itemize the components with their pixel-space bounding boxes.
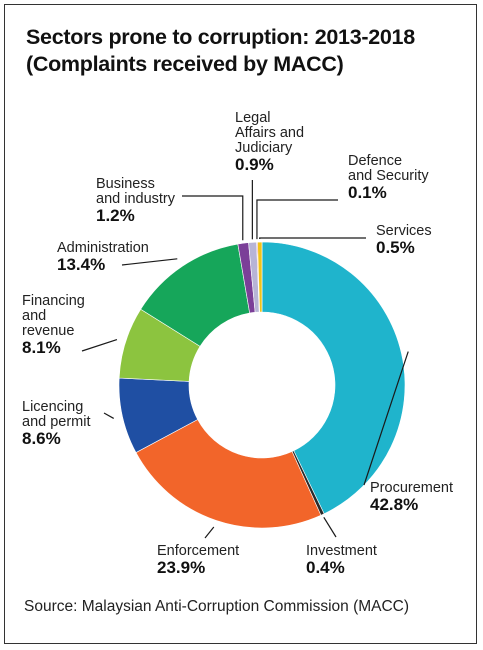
- slice-enforcement: [135, 419, 322, 529]
- label-procurement: Procurement: [370, 480, 453, 496]
- leader-line-financing-and-revenue: [81, 339, 118, 352]
- leader-line-business-and-industry: [182, 195, 244, 241]
- label-administration: Administration: [57, 240, 149, 256]
- slice-procurement: [261, 241, 406, 515]
- leader-line-services: [259, 237, 366, 240]
- value-enforcement: 23.9%: [157, 558, 205, 577]
- leader-lines: [81, 180, 409, 539]
- label-financing-and-revenue: Financing and revenue: [22, 293, 85, 339]
- value-administration: 13.4%: [57, 255, 105, 274]
- leader-line-defence-and-security: [256, 199, 338, 240]
- value-licencing-and-permit: 8.6%: [22, 429, 61, 448]
- source-note: Source: Malaysian Anti-Corruption Commis…: [24, 598, 410, 615]
- value-business-and-industry: 1.2%: [96, 206, 135, 225]
- leader-line-procurement: [363, 351, 409, 486]
- leader-line-licencing-and-permit: [103, 412, 115, 419]
- value-defence-and-security: 0.1%: [348, 183, 387, 202]
- title-line-2: (Complaints received by MACC): [26, 52, 344, 76]
- value-legal-affairs-and-judiciary: 0.9%: [235, 155, 274, 174]
- value-procurement: 42.8%: [370, 495, 418, 514]
- donut-slices: [118, 241, 406, 529]
- label-business-and-industry: Business and industry: [96, 176, 176, 207]
- chart-title: Sectors prone to corruption: 2013-2018 (…: [26, 24, 466, 78]
- title-line-1: Sectors prone to corruption: 2013-2018: [26, 25, 415, 49]
- leader-line-investment: [323, 516, 337, 538]
- label-services: Services: [376, 223, 432, 239]
- label-defence-and-security: Defence and Security: [348, 153, 429, 184]
- infographic-frame: [4, 4, 477, 644]
- value-investment: 0.4%: [306, 558, 345, 577]
- slice-services: [257, 241, 263, 313]
- value-services: 0.5%: [376, 238, 415, 257]
- leader-line-enforcement: [204, 526, 215, 539]
- label-licencing-and-permit: Licencing and permit: [22, 399, 91, 430]
- label-investment: Investment: [306, 543, 377, 559]
- label-enforcement: Enforcement: [157, 543, 239, 559]
- value-financing-and-revenue: 8.1%: [22, 338, 61, 357]
- label-legal-affairs-and-judiciary: Legal Affairs and Judiciary: [235, 110, 304, 156]
- leader-line-administration: [121, 258, 178, 266]
